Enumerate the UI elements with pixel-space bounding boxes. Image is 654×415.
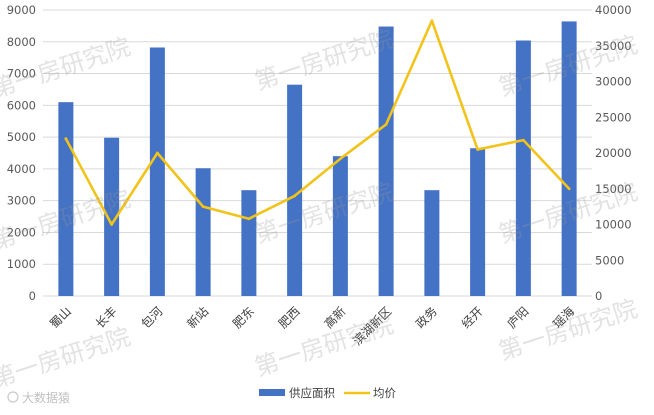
right-tick-label: 35000 [595, 39, 632, 53]
right-tick-label: 40000 [595, 3, 632, 17]
line-point [521, 138, 525, 142]
right-tick-label: 30000 [595, 75, 632, 89]
line-point [384, 123, 388, 126]
bar [378, 26, 394, 296]
price-line [64, 19, 571, 226]
bar [332, 156, 348, 296]
line-point [247, 217, 251, 221]
category-label: 肥西 [276, 304, 303, 331]
watermark-text: 第一房研究院 [0, 323, 134, 394]
bar [104, 137, 120, 296]
bar [195, 168, 211, 296]
legend-label-bar: 供应面积 [289, 386, 335, 400]
bar-series [58, 21, 577, 297]
left-tick-label: 9000 [7, 3, 36, 17]
left-tick-label: 6000 [7, 98, 36, 112]
gridlines [43, 9, 592, 297]
line-point [201, 205, 205, 209]
bar [149, 47, 165, 297]
line-point [430, 19, 434, 23]
credit-icon [7, 391, 19, 403]
right-tick-label: 0 [595, 289, 602, 303]
bar [561, 21, 577, 296]
bar [241, 190, 257, 296]
line-point [567, 187, 571, 191]
right-tick-label: 5000 [595, 253, 624, 267]
left-tick-label: 8000 [7, 35, 36, 49]
right-tick-label: 10000 [595, 218, 632, 232]
category-label: 包河 [139, 304, 166, 331]
bar [470, 148, 486, 296]
left-tick-label: 4000 [7, 162, 36, 176]
category-label: 经开 [459, 304, 486, 331]
legend-label-line: 均价 [373, 386, 396, 400]
line-point [476, 148, 480, 151]
category-label: 蜀山 [47, 304, 74, 331]
line-point [64, 137, 68, 141]
category-label: 政务 [412, 304, 440, 332]
left-tick-label: 0 [29, 289, 36, 303]
bar [287, 84, 303, 296]
watermark-text: 第一房研究院 [251, 25, 397, 96]
right-tick-label: 15000 [595, 182, 632, 196]
line-point [338, 157, 342, 161]
left-tick-label: 2000 [7, 225, 36, 239]
bar [515, 40, 531, 296]
left-tick-label: 3000 [7, 194, 36, 208]
category-label: 肥东 [230, 304, 257, 331]
line-series [64, 19, 571, 226]
legend-swatch-bar [259, 389, 285, 396]
credit-text: 大数据猿 [22, 390, 70, 405]
left-tick-label: 5000 [7, 130, 36, 144]
right-tick-label: 25000 [595, 110, 632, 124]
bar [58, 102, 74, 297]
left-tick-label: 1000 [7, 257, 36, 271]
watermark-text: 第一房研究院 [251, 178, 397, 249]
legend: 供应面积 均价 [259, 386, 396, 400]
line-point [110, 223, 114, 226]
line-point [155, 151, 159, 155]
line-point [293, 194, 297, 198]
bar [424, 190, 440, 296]
left-tick-label: 7000 [7, 67, 36, 81]
category-label: 庐阳 [504, 304, 532, 332]
right-tick-label: 20000 [595, 146, 632, 160]
category-label: 新站 [184, 304, 212, 332]
